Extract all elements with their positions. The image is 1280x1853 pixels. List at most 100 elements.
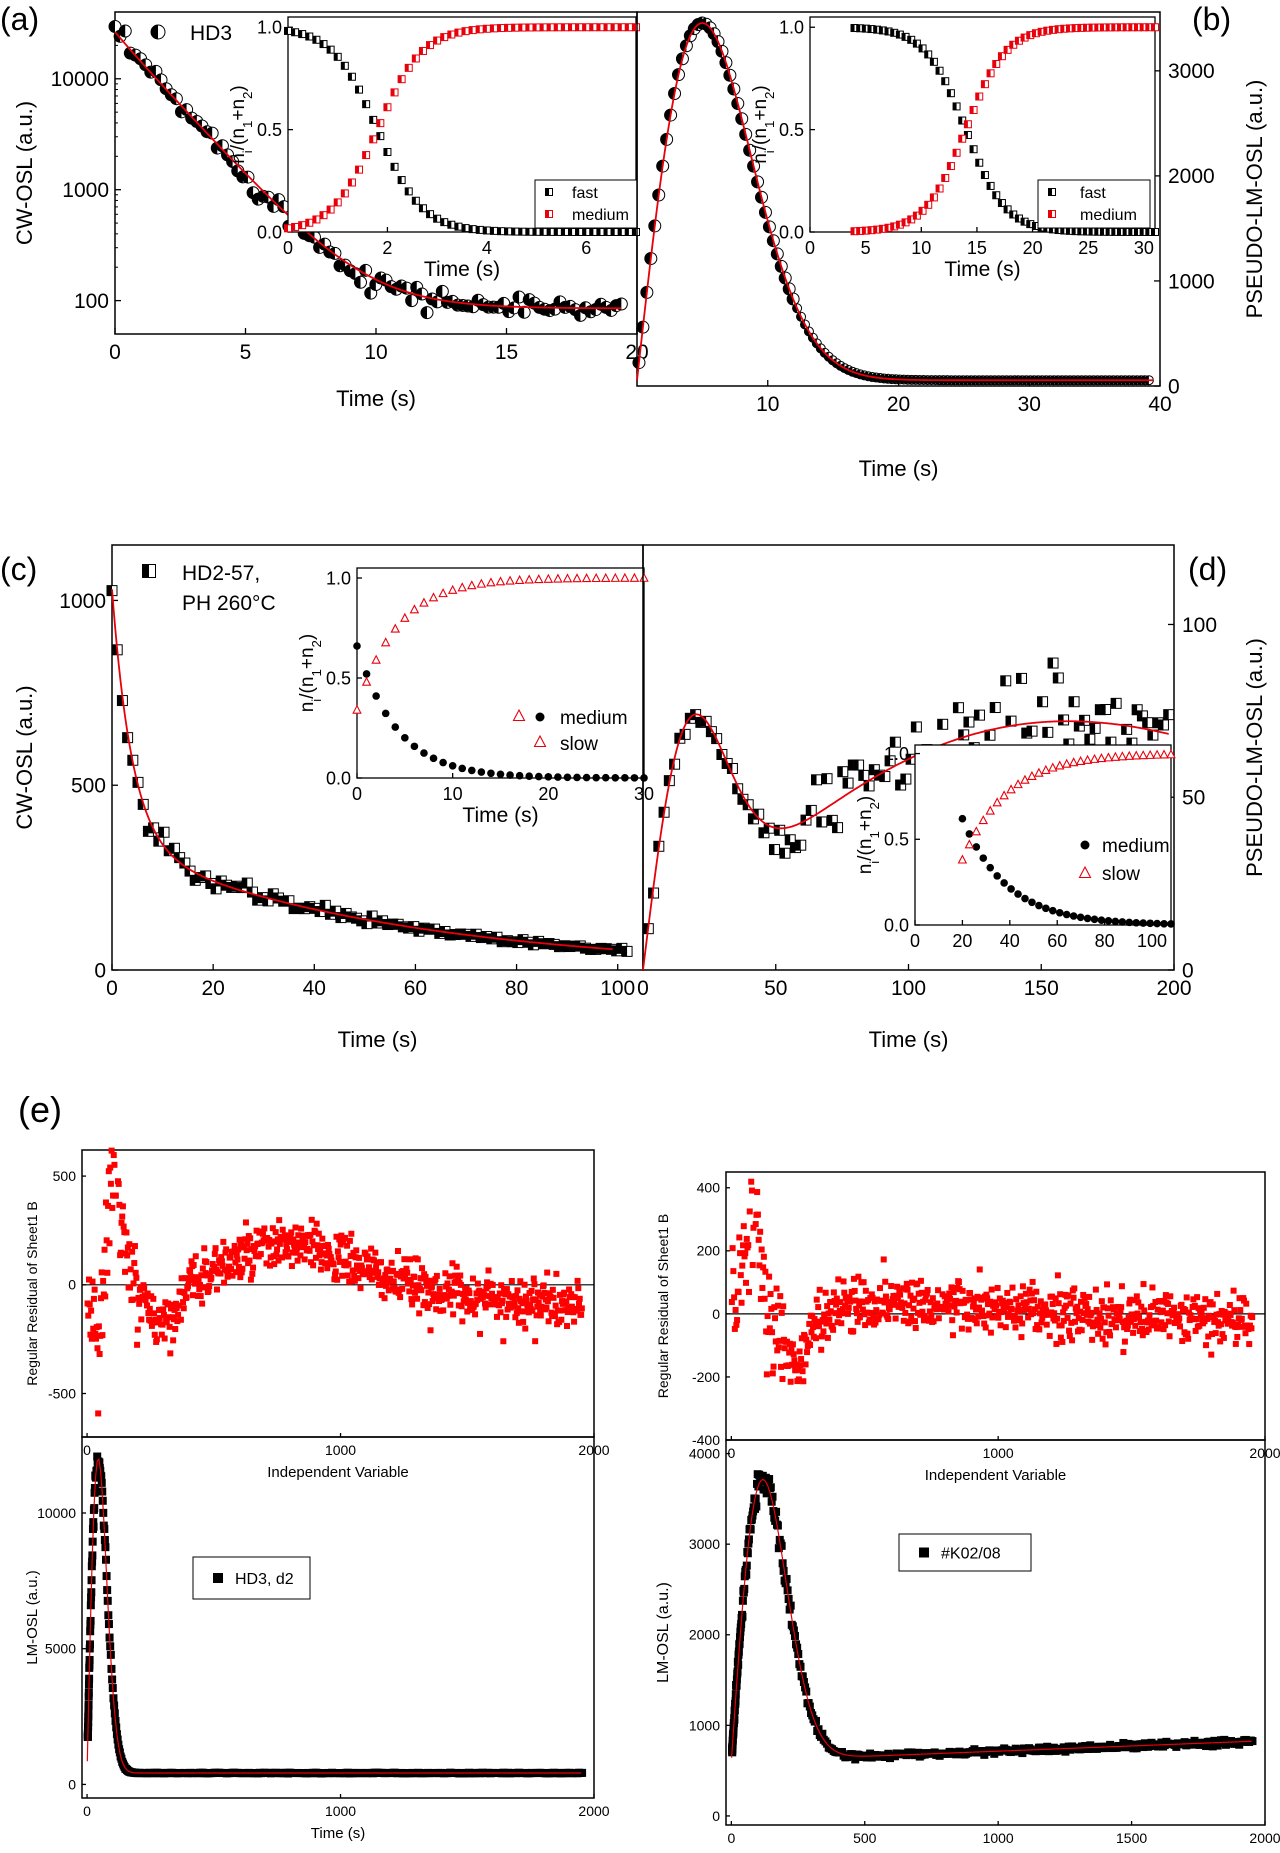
inset-a-medium-point-fill [632,23,636,31]
inset-d-medium-point [1055,908,1064,917]
panel-e-right-residual-point [737,1272,744,1279]
panel-e-left-residual-point [444,1280,451,1287]
panel-e-right-residual-point [949,1317,956,1324]
panel-d-series-point [1047,657,1059,669]
panel-a-series-point-fill [231,164,238,177]
panel-e-left-residual-point [531,1281,538,1288]
panel-e-left-residual-point [357,1285,364,1292]
panel-e-right-residual-point [735,1289,742,1296]
panel-e-right-residual-point [1069,1337,1076,1344]
panel-e-right-residual-point [1165,1300,1172,1307]
inset-a-fast-point [376,132,385,141]
panel-a-series-point-fill [339,259,346,272]
panel-d-series-point [963,716,975,728]
panel-e-left-residual-point [404,1269,411,1276]
inset-a-medium-point-fill [320,211,324,219]
panel-e-right-residual-point [769,1370,776,1377]
panel-a-series-point-fill [344,264,351,277]
panel-d-series-point-fill [1158,719,1164,730]
inset-b-medium-point-fill [873,226,878,234]
inset-a-fast-point-fill [497,227,502,235]
inset-b-medium-point-fill [1077,24,1082,32]
panel-d-series-point-fill [669,759,675,770]
panel-e-left-residual-point [134,1326,141,1333]
panel-e-right-residual-point [816,1286,823,1293]
panel-e-left-residual-point [499,1297,506,1304]
panel-e-right-residual-point [800,1378,807,1385]
panel-e-right-residual-point [1017,1293,1024,1300]
inset-a-medium-point-fill [355,166,360,174]
inset-b-fast-point-fill [873,26,878,34]
panel-e-right-residual-ytick-label: 200 [697,1243,721,1259]
panel-c-series-point-fill [398,921,404,932]
panel-d-series-point [1142,717,1154,729]
inset-a-medium-point [532,23,541,32]
inset-a-medium-point [426,41,435,50]
inset-c-xtick-label: 30 [634,784,654,804]
panel-d-xtick-label: 100 [891,977,926,1000]
inset-c-slow-point [467,580,477,590]
inset-b-medium-point [1009,40,1018,49]
panel-a-series-point-fill [236,170,243,183]
inset-b-fast-point-fill [1083,228,1087,236]
inset-a-medium-point [440,33,449,42]
panel-e-right-residual-point [1202,1296,1209,1303]
inset-a-fast-point [362,100,371,109]
inset-a-fast-point [454,222,463,231]
inset-a-medium-point [461,27,470,36]
panel-e-left-residual-point [172,1326,179,1333]
inset-b-fast-point-fill [896,31,900,39]
inset-c-slow-point [534,574,544,584]
inset-c-slow-point [419,597,429,607]
panel-e-left-residual-point [537,1312,544,1319]
inset-a-fast-point [369,115,378,124]
inset-d-legend-medium-marker [1080,840,1090,850]
panel-e-left-residual-point [375,1269,382,1276]
panel-label-b: (b) [1192,1,1231,37]
inset-a-medium-point-fill [362,151,367,159]
panel-e-right-residual-point [880,1256,887,1263]
inset-a-medium-point-fill [454,29,459,37]
inset-d-medium-point [1069,912,1078,920]
panel-d-series-point [821,773,833,785]
inset-a-medium-point-fill [312,215,317,223]
panel-e-right-residual-point [912,1325,919,1332]
panel-c-series-point-fill [247,887,253,898]
panel-e-right-residual-point [773,1285,780,1292]
inset-a-fast-point [390,162,399,171]
inset-c-medium-point [410,742,419,751]
inset-b-medium-point [986,69,995,78]
inset-a-fast-point [418,204,427,213]
panel-e-left-lm-xtick-label: 0 [83,1803,91,1819]
panel-a-ylabel: CW-OSL (a.u.) [12,101,37,245]
inset-d-medium-point [1000,879,1008,887]
panel-d-series-point [1084,733,1096,745]
panel-d-series-point-fill [811,774,817,785]
panel-a-series-point-fill [415,288,422,301]
panel-e-right-residual-point [1194,1294,1201,1301]
inset-b-medium-point [963,120,972,129]
panel-a-series-point-fill [472,294,479,307]
inset-b-medium-point-fill [1117,23,1121,31]
panel-e-right-residual-point [894,1283,901,1290]
inset-c-slow-point [620,572,630,582]
panel-a-series-point-fill [589,303,596,316]
inset-a-fast-point-fill [483,226,487,234]
inset-a-fast-point [447,220,456,229]
inset-a-fast-point-fill [334,53,338,61]
panel-d-series-point [1110,697,1122,709]
inset-c-medium-point [621,774,629,782]
panel-d-series-point-fill [1147,730,1153,741]
panel-c-series-point-fill [148,822,154,833]
inset-b-medium-point-fill [930,193,934,201]
panel-e-left-residual-point [244,1240,251,1247]
inset-a-fast-point [333,52,342,61]
panel-e-right-residual-point [749,1262,756,1269]
panel-e-right-residual-point [798,1356,805,1363]
panel-e-right-residual-point [855,1273,862,1280]
panel-e-left-lm-ytick-label: 0 [68,1776,76,1792]
inset-b-medium-point-fill [1111,23,1116,31]
inset-a-fast-point [355,85,364,94]
inset-d-medium-point [1097,916,1106,924]
